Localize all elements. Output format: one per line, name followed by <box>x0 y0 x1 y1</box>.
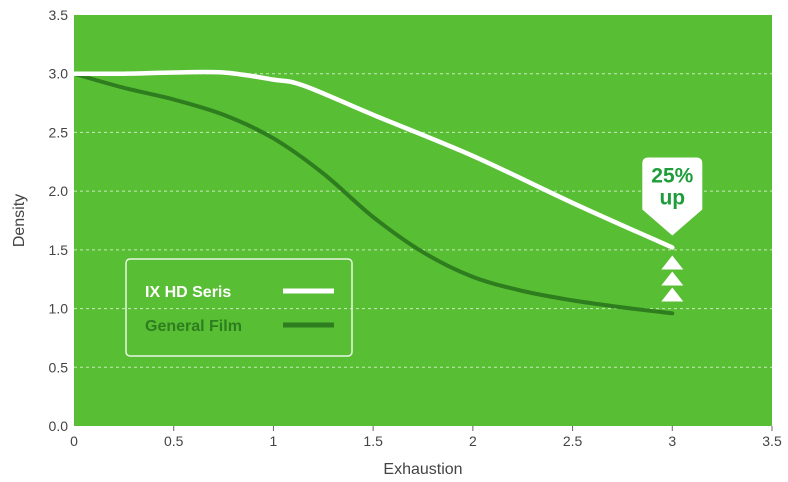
y-tick-label: 1.0 <box>49 301 69 317</box>
y-axis-ticks: 0.0 0.5 1.0 1.5 2.0 2.5 3.0 3.5 <box>49 7 69 434</box>
x-axis-label: Exhaustion <box>383 461 462 478</box>
callout-up: up <box>659 187 685 210</box>
series-line-ix-hd <box>71 69 675 250</box>
series-line-general-film <box>72 71 675 316</box>
x-tick-label: 3.5 <box>762 433 782 449</box>
up-arrows-icon <box>661 255 684 302</box>
y-tick-label: 1.5 <box>49 242 69 258</box>
x-tick-label: 2 <box>469 433 477 449</box>
x-tick-label: 0.5 <box>164 433 184 449</box>
legend-box <box>125 258 353 357</box>
y-tick-label: 2.0 <box>49 183 69 199</box>
x-tick-label: 0 <box>70 433 78 449</box>
x-tick-label: 1.5 <box>363 433 383 449</box>
legend: IX HD Seris General Film <box>125 258 353 357</box>
series-lines <box>71 69 675 316</box>
up-arrow-icon <box>661 287 684 302</box>
y-tick-label: 3.5 <box>49 7 69 23</box>
improvement-annotation: 25% up <box>642 157 703 302</box>
up-arrow-icon <box>661 255 684 270</box>
callout-bubble <box>642 157 703 236</box>
y-tick-label: 0.0 <box>49 418 69 434</box>
y-axis-label: Density <box>11 194 28 247</box>
up-arrow-icon <box>661 271 684 286</box>
y-tick-label: 0.5 <box>49 359 69 375</box>
callout-percent: 25% <box>651 165 693 188</box>
y-tick-label: 2.5 <box>49 124 69 140</box>
y-tick-label: 3.0 <box>49 66 69 82</box>
legend-label-general-film: General Film <box>145 318 242 335</box>
x-tick-label: 2.5 <box>563 433 583 449</box>
legend-label-ix-hd: IX HD Seris <box>145 284 231 301</box>
x-axis-ticks: 0 0.5 1 1.5 2 2.5 3 3.5 <box>70 426 782 449</box>
x-tick-label: 1 <box>270 433 278 449</box>
x-tick-label: 3 <box>668 433 676 449</box>
